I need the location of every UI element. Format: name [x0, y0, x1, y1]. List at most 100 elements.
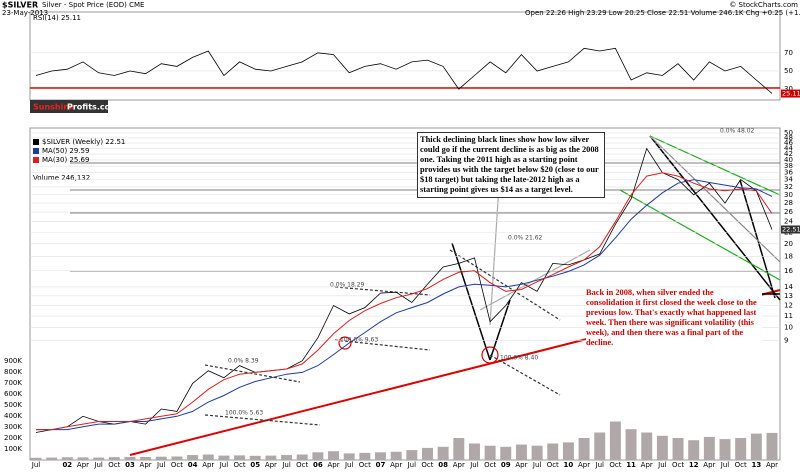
y-tick-label: 900K — [4, 357, 22, 365]
x-tick-label: Jul — [344, 461, 354, 469]
volume-bar — [77, 457, 89, 460]
quote: Open 22.26 High 23.29 Low 20.25 Close 22… — [525, 9, 800, 17]
volume-bar — [312, 452, 324, 460]
volume-bar — [328, 451, 340, 460]
y-tick-label: 400K — [4, 412, 22, 420]
legend-swatch — [33, 139, 39, 145]
x-tick-label: 05 — [250, 461, 260, 469]
y-tick-label: 32 — [784, 183, 793, 191]
y-tick-label: 20 — [784, 240, 793, 248]
x-tick-label: Oct — [735, 461, 747, 469]
volume-bar — [140, 457, 152, 460]
x-tick-label: 07 — [376, 461, 386, 469]
y-tick-label: 44 — [784, 144, 793, 152]
y-tick-label: 800K — [4, 368, 22, 376]
last-value-label: 22.51 — [782, 225, 800, 233]
volume-bar — [343, 453, 355, 460]
x-tick-label: Oct — [547, 461, 559, 469]
volume-bar — [437, 446, 449, 460]
volume-bar — [359, 452, 371, 460]
x-tick-label: 08 — [438, 461, 448, 469]
volume-bar — [61, 457, 73, 460]
y-tick-label: 42 — [784, 150, 793, 158]
volume-bar — [171, 456, 183, 460]
y-tick-label: 300K — [4, 423, 22, 431]
last-value-label: 25.11 — [782, 90, 800, 98]
x-tick-label: Apr — [77, 461, 89, 469]
volume-bar — [656, 435, 668, 460]
x-tick-label: Oct — [108, 461, 120, 469]
rsi-label: RSI(14) 25.11 — [33, 14, 81, 22]
volume-bar — [124, 456, 136, 460]
x-tick-label: Apr — [578, 461, 590, 469]
volume-legend: Volume 246,132 — [33, 174, 90, 182]
x-tick-label: Oct — [171, 461, 183, 469]
logo-box — [30, 100, 108, 113]
fib-label: 0.0% 48.02 — [720, 128, 755, 135]
credit: © StockCharts.com — [729, 1, 798, 9]
volume-bar — [453, 438, 465, 460]
x-tick-label: Oct — [296, 461, 308, 469]
volume-bar — [531, 445, 543, 460]
volume-bar — [672, 438, 684, 460]
fib-label: 100.0% 8.40 — [500, 355, 538, 362]
y-tick-label: 700K — [4, 379, 22, 387]
rsi-line — [35, 47, 773, 94]
fib-label: 0.0% 18.29 — [330, 282, 365, 289]
subtitle: Silver - Spot Price (EOD) CME — [42, 1, 144, 9]
volume-bar — [766, 432, 778, 460]
x-tick-label: 09 — [501, 461, 511, 469]
volume-bar — [750, 433, 762, 460]
volume-bar — [688, 440, 700, 460]
x-tick-label: Apr — [202, 461, 214, 469]
x-tick-label: Jul — [156, 461, 166, 469]
price-line — [35, 147, 773, 433]
symbol: $SILVER — [2, 1, 38, 10]
volume-bar — [281, 455, 293, 460]
x-tick-label: 11 — [626, 461, 636, 469]
y-tick-label: 9 — [784, 336, 788, 344]
x-tick-label: Jul — [93, 461, 103, 469]
y-tick-label: 50 — [784, 129, 793, 137]
legend-entry: $SILVER (Weekly) 22.51 — [42, 138, 125, 146]
x-tick-label: 10 — [564, 461, 574, 469]
y-tick-label: 46 — [784, 139, 793, 147]
x-tick-label: 02 — [62, 461, 72, 469]
y-tick-label: 100K — [4, 445, 22, 453]
y-tick-label: 38 — [784, 162, 793, 170]
y-tick-label: 10 — [784, 324, 793, 332]
legend-entry: MA(30) 25.69 — [42, 156, 89, 164]
volume-bar — [218, 455, 230, 460]
x-tick-label: 03 — [125, 461, 135, 469]
x-tick-label: Oct — [672, 461, 684, 469]
volume-bar — [390, 451, 402, 460]
volume-bar — [468, 443, 480, 460]
volume-bar — [422, 447, 433, 460]
y-tick-label: 18 — [784, 253, 793, 261]
x-tick-label: Jul — [595, 461, 605, 469]
x-tick-label: Jul — [720, 461, 730, 469]
volume-bar — [249, 455, 261, 460]
volume-bar — [609, 421, 621, 460]
volume-bar — [625, 429, 637, 460]
volume-bar — [406, 450, 418, 460]
x-tick-label: Apr — [453, 461, 465, 469]
x-tick-label: Apr — [265, 461, 277, 469]
y-tick-label: 200K — [4, 434, 22, 442]
volume-bar — [234, 455, 246, 460]
volume-bar — [484, 445, 496, 460]
y-tick-label: 24 — [784, 218, 793, 226]
volume-bar — [500, 446, 512, 460]
x-tick-label: 06 — [313, 461, 323, 469]
annotation-box: Thick declining black lines show how low… — [417, 132, 605, 198]
x-tick-label: 13 — [751, 461, 761, 469]
volume-bar — [547, 443, 559, 460]
legend-entry: MA(50) 29.59 — [42, 147, 89, 155]
y-tick-label: 36 — [784, 169, 793, 177]
y-tick-label: 70 — [784, 49, 793, 57]
y-tick-label: 40 — [784, 156, 793, 164]
logo-text: Profits.com — [67, 103, 118, 112]
volume-bar — [719, 439, 731, 460]
annotation-text: Back in 2008, when silver ended the cons… — [586, 288, 762, 348]
fib-label: 100.0% 9.63 — [340, 337, 378, 344]
